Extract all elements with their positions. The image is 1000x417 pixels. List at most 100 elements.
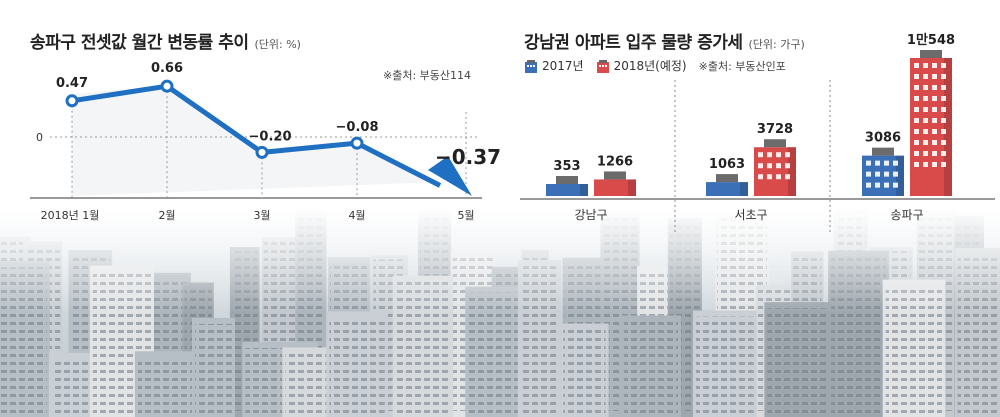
- bar-window: [941, 107, 946, 112]
- data-label: 0.47: [56, 76, 88, 91]
- bar-2018: [754, 139, 796, 196]
- bar-window: [758, 152, 763, 158]
- bar-roof: [716, 174, 738, 183]
- bar-window: [914, 118, 919, 123]
- bar-window: [785, 152, 790, 158]
- bar-window: [758, 174, 763, 180]
- red-building-icon: [596, 59, 609, 73]
- legend-label-2017: 2017년: [542, 59, 584, 73]
- data-point: [255, 145, 269, 159]
- bar-roof: [556, 176, 578, 184]
- bar-window: [914, 85, 919, 90]
- bar-window: [758, 163, 763, 169]
- x-tick-label: 5월: [457, 209, 474, 222]
- bar-window: [776, 152, 781, 158]
- data-label: 0.66: [151, 61, 183, 76]
- bar: [594, 179, 636, 196]
- bar-window: [923, 74, 928, 79]
- bar-window: [932, 129, 937, 134]
- data-label: −0.08: [336, 120, 379, 135]
- bar-shade: [788, 147, 796, 196]
- bar-shade: [740, 182, 748, 196]
- right-chart-title: 강남권 아파트 입주 물량 증가세 (단위: 가구): [524, 33, 805, 53]
- data-label: −0.20: [249, 129, 292, 144]
- bar-value-label: 3086: [865, 131, 901, 146]
- bar-window: [923, 129, 928, 134]
- bar-window: [923, 107, 928, 112]
- x-tick-label: 4월: [348, 209, 365, 222]
- bar-window: [923, 151, 928, 156]
- bar-shade: [944, 58, 952, 196]
- bar-window: [941, 74, 946, 79]
- bar-window: [884, 171, 889, 177]
- bar-window: [923, 63, 928, 68]
- bar-roof: [764, 139, 786, 148]
- bar-window: [875, 182, 880, 188]
- bar-value-label: 1266: [597, 154, 633, 169]
- bar-window: [932, 85, 937, 90]
- bar-window: [914, 107, 919, 112]
- bar-window: [866, 160, 871, 166]
- zero-tick-label: 0: [36, 131, 43, 144]
- bar-2017: [862, 147, 904, 196]
- category-label: 강남구: [574, 208, 607, 222]
- bar-window: [767, 163, 772, 169]
- bar-window: [776, 163, 781, 169]
- bar-chart: 353 1063 3086 1266 3728 1만548 강남구 서초구 송파구: [520, 32, 995, 235]
- bar-window: [914, 151, 919, 156]
- bar-window: [884, 160, 889, 166]
- bar-window: [941, 85, 946, 90]
- bar-window: [941, 96, 946, 101]
- bar-window: [923, 140, 928, 145]
- bar-window: [941, 129, 946, 134]
- bar-roof: [872, 147, 894, 156]
- bar-value-label: 3728: [757, 122, 793, 137]
- bar: [910, 58, 952, 196]
- bar-window: [866, 182, 871, 188]
- bar-window: [914, 140, 919, 145]
- bar-2017: [706, 174, 748, 196]
- legend-label-2018: 2018년(예정): [613, 59, 687, 73]
- bar-shade: [628, 179, 636, 196]
- bar-window: [767, 174, 772, 180]
- bar-value-label: 1063: [709, 157, 745, 172]
- legend: 2017년 2018년(예정) ※출처: 부동산인포: [524, 57, 786, 74]
- blue-building-icon: [525, 59, 537, 73]
- bar-window: [932, 107, 937, 112]
- bar-window: [923, 162, 928, 167]
- bar-window: [932, 96, 937, 101]
- bar-window: [914, 74, 919, 79]
- left-chart-source: ※출처: 부동산114: [383, 69, 472, 82]
- bar-window: [941, 162, 946, 167]
- data-label: −0.37: [435, 145, 500, 169]
- right-chart-source: ※출처: 부동산인포: [698, 59, 786, 73]
- bar-window: [875, 171, 880, 177]
- x-tick-label: 3월: [253, 209, 270, 222]
- data-point: [65, 94, 79, 108]
- category-label: 송파구: [890, 208, 923, 222]
- data-point: [160, 79, 174, 93]
- bar-shade: [896, 155, 904, 196]
- bar-window: [914, 96, 919, 101]
- bar-roof: [920, 50, 942, 58]
- data-point: [350, 136, 364, 150]
- bar-window: [866, 171, 871, 177]
- bar-window: [932, 63, 937, 68]
- arrow-head: [428, 156, 472, 196]
- bar-window: [893, 171, 898, 177]
- bar-window: [941, 151, 946, 156]
- bar-roof: [604, 171, 626, 180]
- bar-window: [785, 174, 790, 180]
- bar-window: [923, 85, 928, 90]
- bar-value-label: 353: [553, 159, 580, 174]
- bar-window: [932, 140, 937, 145]
- bar-window: [914, 129, 919, 134]
- bar-window: [914, 162, 919, 167]
- x-tick-label: 2월: [158, 209, 175, 222]
- bar-window: [776, 174, 781, 180]
- bar-window: [785, 163, 790, 169]
- bar-window: [932, 118, 937, 123]
- bar-value-label: 1만548: [907, 32, 955, 48]
